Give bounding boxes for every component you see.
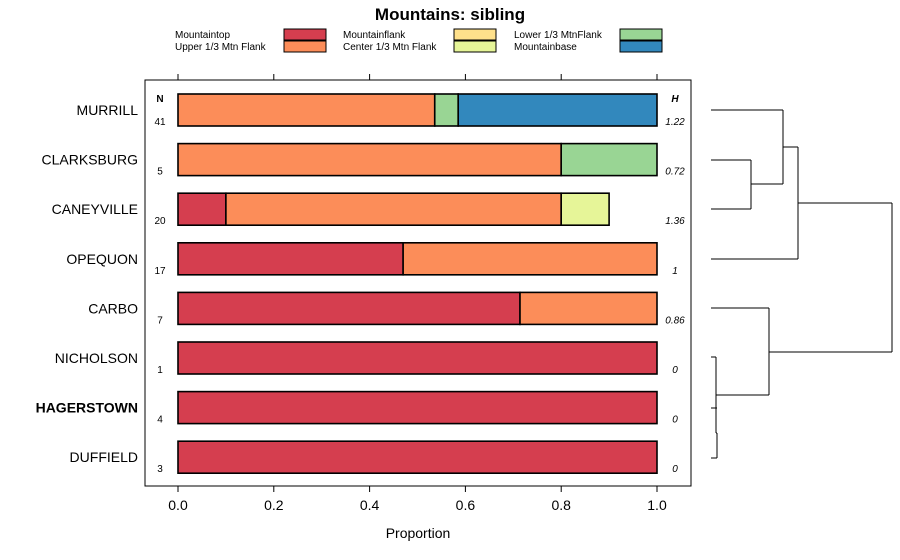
bar-segment-duffield-mountaintop <box>177 440 658 475</box>
h-value-nicholson: 0 <box>672 365 678 376</box>
legend-swatch-upper-1-3-mtn-flank <box>283 40 327 53</box>
h-value-opequon: 1 <box>672 266 678 277</box>
bar-segment-murrill-upper-1-3-mtn-flank <box>177 93 436 127</box>
row-label-murrill: MURRILL <box>77 102 139 118</box>
n-value-clarksburg: 5 <box>157 167 163 178</box>
bar-segment-murrill-mountainbase <box>457 93 658 127</box>
legend-swatch-mountaintop <box>283 28 327 41</box>
n-value-caneyville: 20 <box>154 216 166 227</box>
x-tick-label: 0.8 <box>551 497 571 513</box>
top-ticks <box>177 74 658 80</box>
row-label-opequon: OPEQUON <box>66 251 138 267</box>
bar-segment-carbo-mountaintop <box>177 291 521 326</box>
legend-swatch-center-1-3-mtn-flank <box>453 40 497 53</box>
legend-label-lower-1-3-mtnflank: Lower 1/3 MtnFlank <box>514 30 603 41</box>
bar-segment-murrill-lower-1-3-mtnflank <box>433 93 460 127</box>
x-axis-label: Proportion <box>386 525 451 541</box>
row-label-duffield: DUFFIELD <box>70 449 138 465</box>
h-value-hagerstown: 0 <box>672 415 678 426</box>
row-label-caneyville: CANEYVILLE <box>52 201 138 217</box>
plot-frame <box>144 79 692 487</box>
x-tick-label: 0.4 <box>360 497 380 513</box>
h-value-clarksburg: 0.72 <box>665 167 685 178</box>
legend-label-mountaintop: Mountaintop <box>175 30 230 41</box>
n-value-nicholson: 1 <box>157 365 163 376</box>
x-tick-label: 0.6 <box>456 497 476 513</box>
row-labels: MURRILL CLARKSBURG CANEYVILLE OPEQUON CARBO N… <box>36 102 139 465</box>
n-header: N <box>156 94 163 105</box>
x-tick-label: 0.0 <box>168 497 188 513</box>
chart-title: Mountains: sibling <box>375 5 525 24</box>
n-value-opequon: 17 <box>154 266 166 277</box>
bar-segment-caneyville-center-1-3-mtn-flank <box>560 192 610 226</box>
x-tick-label: 1.0 <box>647 497 667 513</box>
legend-label-mountainflank: Mountainflank <box>343 30 406 41</box>
legend-swatch-mountainflank <box>453 28 497 41</box>
bar-segment-caneyville-mountaintop <box>177 192 227 226</box>
bar-segment-carbo-upper-1-3-mtn-flank <box>519 291 658 326</box>
h-header: H <box>671 94 679 105</box>
h-value-murrill: 1.22 <box>665 117 685 128</box>
row-label-hagerstown: HAGERSTOWN <box>36 400 138 416</box>
bar-segment-opequon-mountaintop <box>177 242 404 276</box>
legend: Mountaintop Mountainflank Lower 1/3 MtnFla… <box>175 28 663 53</box>
h-value-duffield: 0 <box>672 464 678 475</box>
row-label-clarksburg: CLARKSBURG <box>42 152 138 168</box>
n-value-hagerstown: 4 <box>157 415 163 426</box>
dendrogram <box>711 109 893 459</box>
x-tick-label: 0.2 <box>264 497 284 513</box>
h-value-carbo: 0.86 <box>665 315 685 326</box>
bar-segment-clarksburg-upper-1-3-mtn-flank <box>177 142 563 177</box>
bar-segment-caneyville-upper-1-3-mtn-flank <box>225 192 562 226</box>
n-value-murrill: 41 <box>154 117 166 128</box>
h-value-caneyville: 1.36 <box>665 216 685 227</box>
bar-segment-hagerstown-mountaintop <box>177 390 658 425</box>
bar-segment-clarksburg-lower-1-3-mtnflank <box>560 142 658 177</box>
legend-label-center-1-3-mtn-flank: Center 1/3 Mtn Flank <box>343 42 437 53</box>
legend-label-upper-1-3-mtn-flank: Upper 1/3 Mtn Flank <box>175 42 267 53</box>
legend-swatch-lower-1-3-mtnflank <box>619 28 663 41</box>
row-label-carbo: CARBO <box>88 300 138 316</box>
n-value-carbo: 7 <box>157 315 163 326</box>
x-axis: 0.0 0.2 0.4 0.6 0.8 1.0 <box>168 486 667 513</box>
legend-label-mountainbase: Mountainbase <box>514 42 577 53</box>
bar-segment-opequon-upper-1-3-mtn-flank <box>402 242 658 276</box>
legend-swatch-mountainbase <box>619 40 663 53</box>
bar-segment-nicholson-mountaintop <box>177 341 658 375</box>
n-value-duffield: 3 <box>157 464 163 475</box>
row-label-nicholson: NICHOLSON <box>55 350 138 366</box>
